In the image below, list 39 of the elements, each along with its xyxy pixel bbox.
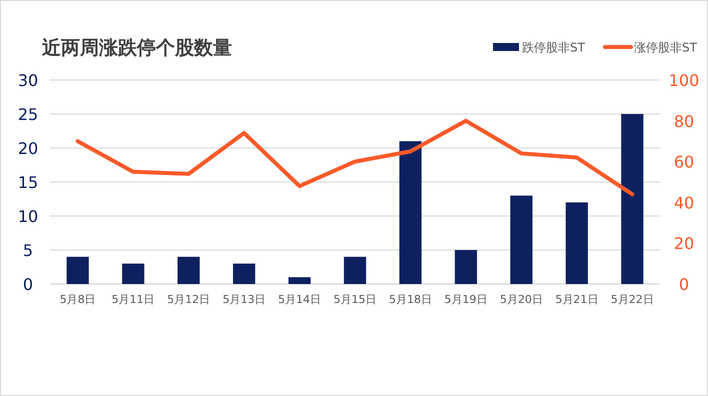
x-tick-label: 5月8日 [60, 293, 96, 306]
x-tick-label: 5月22日 [610, 293, 654, 306]
y2-tick-label: 20 [674, 234, 694, 254]
bar [178, 256, 200, 284]
y-tick-label: 10 [18, 207, 38, 226]
x-tick-label: 5月18日 [388, 293, 432, 306]
y2-tick-label: 40 [674, 193, 694, 212]
bar [621, 114, 644, 284]
x-tick-label: 5月14日 [278, 293, 322, 306]
x-tick-label: 5月20日 [500, 293, 543, 306]
legend-label: 跌停股非ST [522, 40, 586, 54]
x-tick-label: 5月19日 [444, 293, 488, 306]
legend-label: 涨停股非ST [634, 40, 698, 54]
bar [288, 277, 311, 284]
y2-tick-label: 100 [668, 71, 700, 90]
bar [566, 202, 588, 284]
y-tick-label: 30 [18, 71, 38, 90]
x-tick-label: 5月15日 [334, 293, 376, 306]
y2-tick-label: 0 [678, 275, 690, 294]
x-tick-label: 5月12日 [167, 293, 210, 306]
x-tick-label: 5月11日 [112, 293, 155, 306]
bar [66, 256, 89, 284]
y-tick-label: 0 [22, 275, 34, 294]
y2-tick-label: 80 [674, 112, 694, 131]
y2-tick-label: 60 [674, 152, 694, 172]
y-tick-label: 5 [22, 241, 34, 260]
bar [510, 196, 532, 284]
x-tick-label: 5月21日 [555, 293, 598, 306]
y-tick-label: 20 [18, 139, 38, 158]
line-series [76, 118, 634, 196]
bar [399, 141, 422, 284]
bar [233, 264, 256, 284]
bar [344, 256, 366, 284]
bar [122, 264, 144, 284]
bar [454, 250, 477, 284]
y-tick-label: 25 [18, 105, 38, 124]
x-tick-label: 5月13日 [222, 293, 266, 306]
y-tick-label: 15 [18, 173, 38, 192]
title: 近两周涨跌停个股数量 [42, 37, 232, 59]
